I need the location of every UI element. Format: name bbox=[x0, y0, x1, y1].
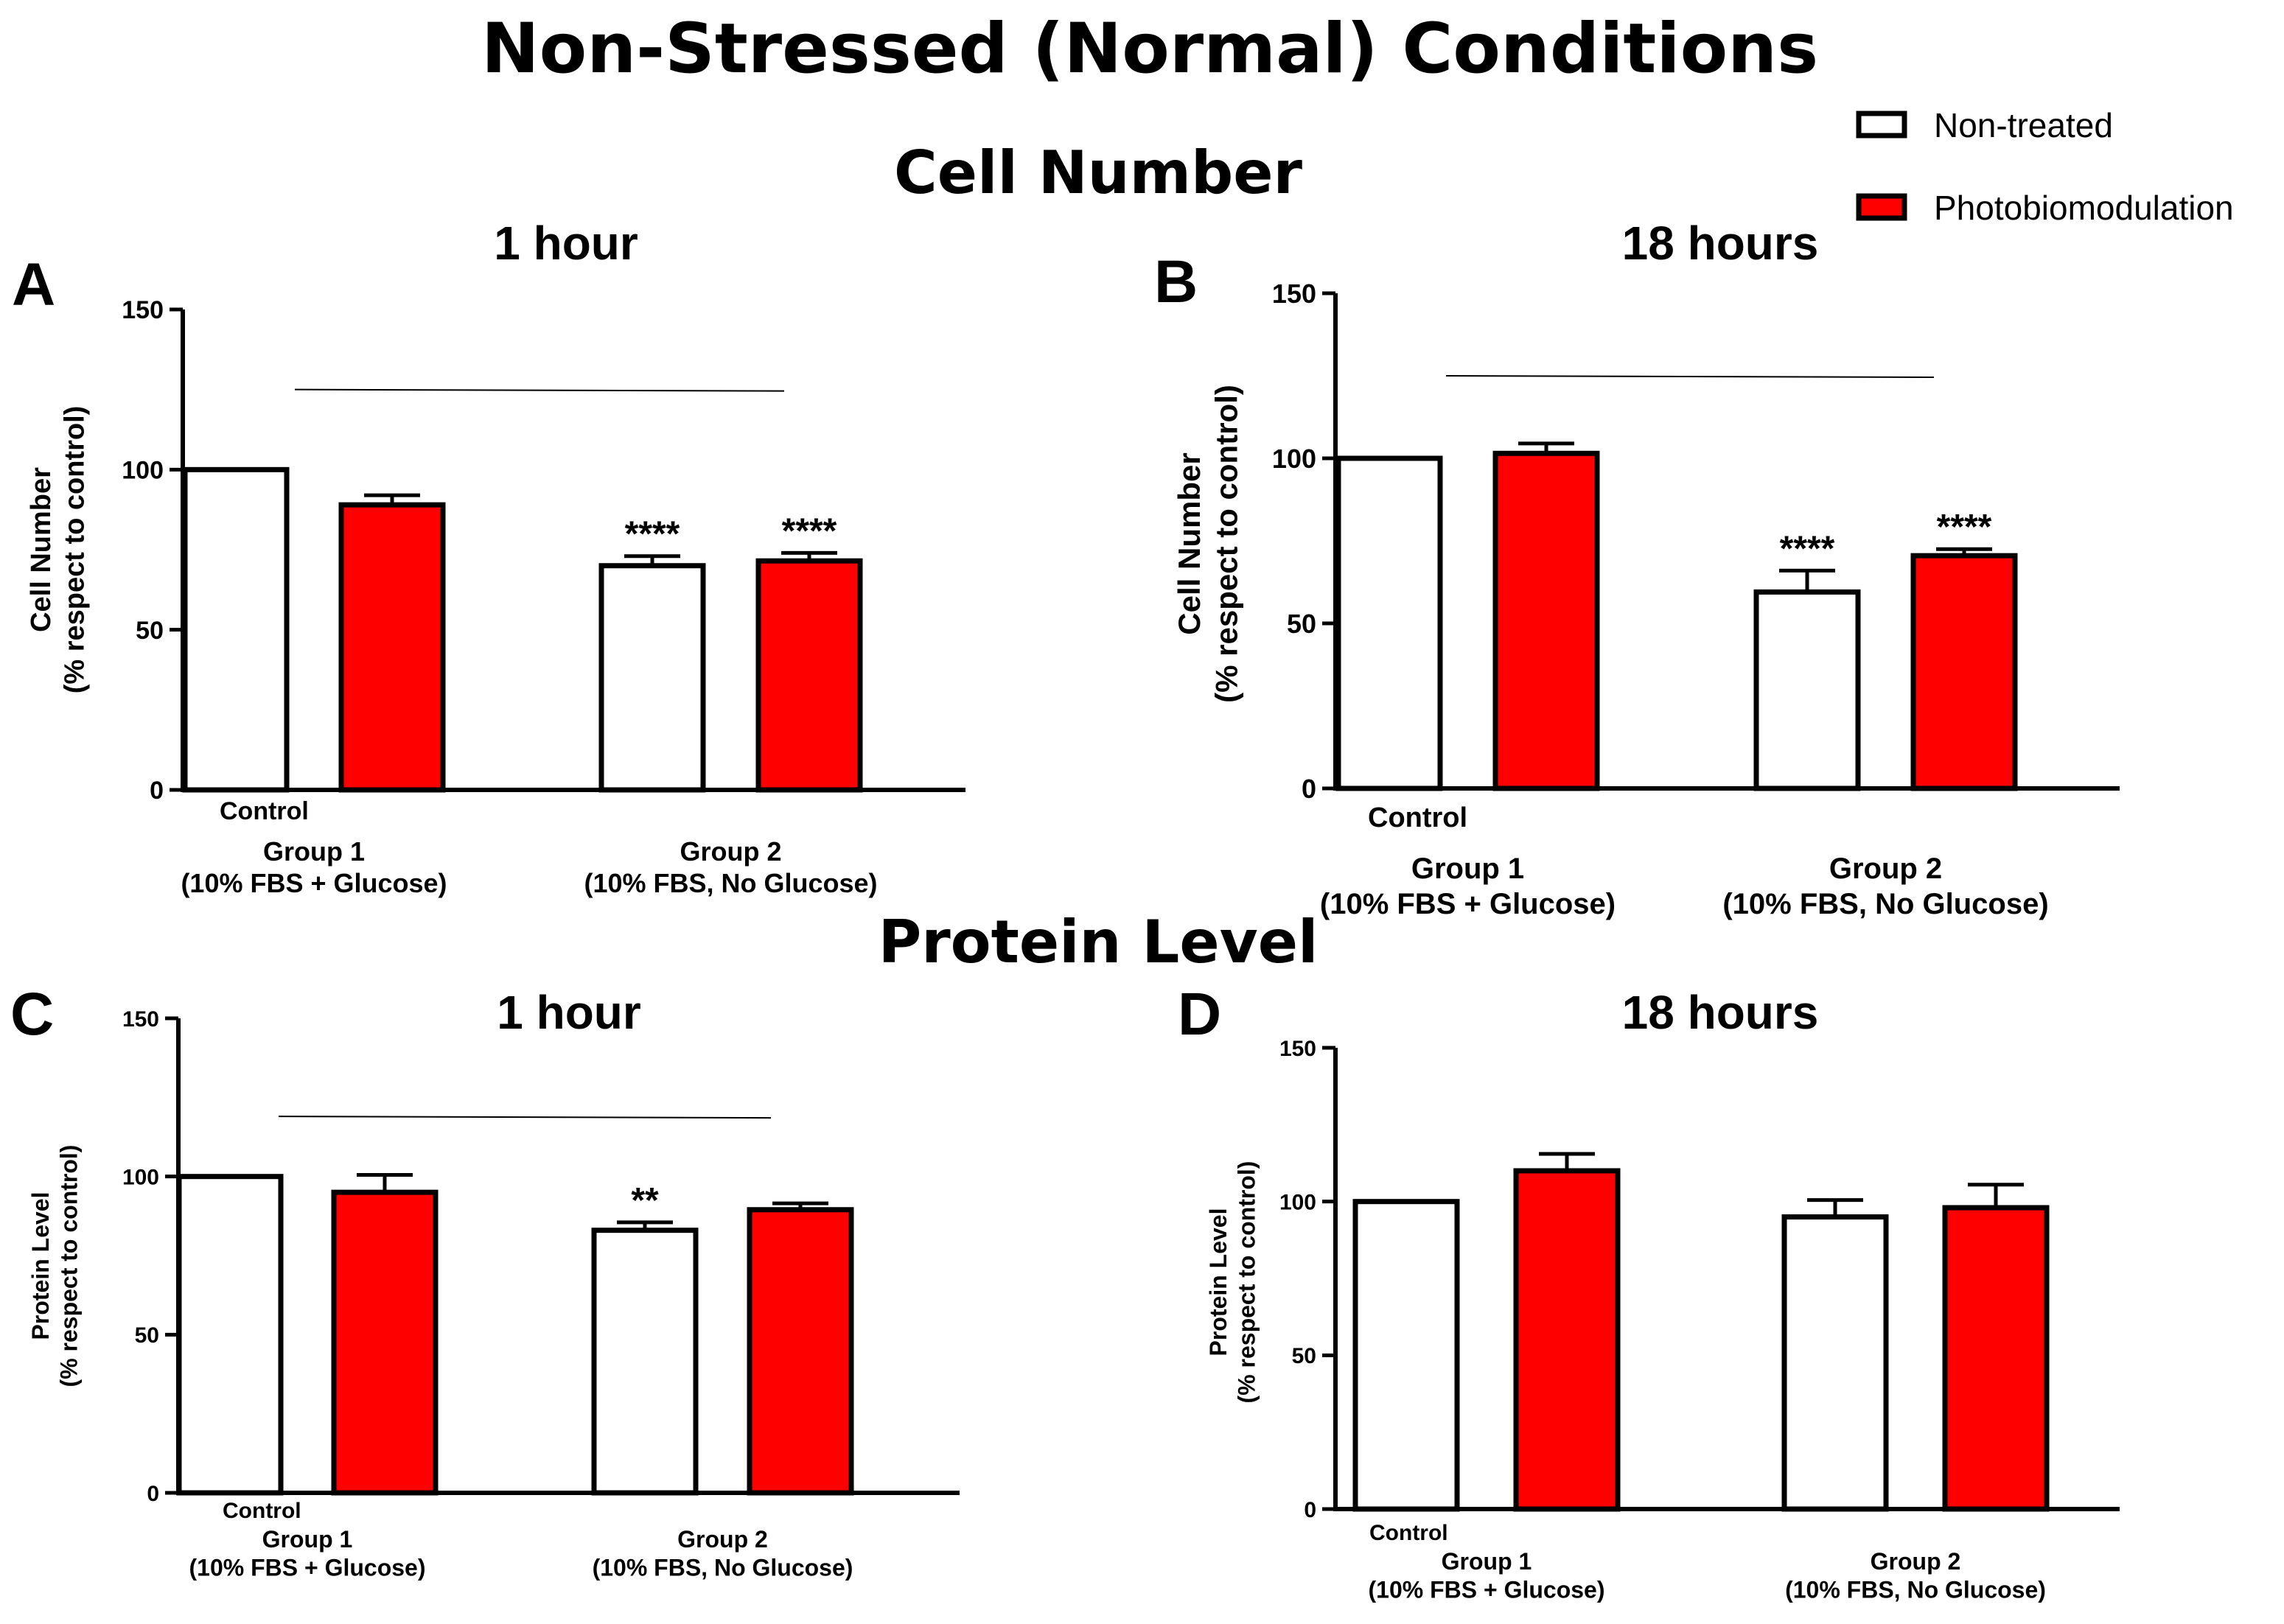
bar-photobiomodulation-group-1 bbox=[338, 502, 446, 793]
bar-photobiomodulation-group-1 bbox=[1513, 1168, 1621, 1512]
significance-label: ** bbox=[631, 1181, 659, 1220]
main-title: Non-Stressed (Normal) Conditions bbox=[481, 9, 1818, 89]
significance-label: **** bbox=[782, 511, 837, 550]
y-tick-label: 150 bbox=[122, 1007, 159, 1032]
significance-label: **** bbox=[625, 515, 680, 554]
group-label-2: Group 2 (10% FBS, No Glucose) bbox=[1722, 853, 2048, 920]
chart-panel-c: C 1 hour 0 50 100 150 Protein Level(% respect … bbox=[10, 981, 960, 1581]
panel-letter: B bbox=[1154, 248, 1198, 315]
y-axis-label: Protein Level(% respect to control) bbox=[27, 1145, 82, 1387]
bar-non-treated-group-2 bbox=[1753, 589, 1861, 791]
y-tick-label: 0 bbox=[147, 1482, 159, 1506]
bar-photobiomodulation-group-2 bbox=[1942, 1205, 2050, 1512]
y-axis-label: Cell Number(% respect to control) bbox=[26, 406, 91, 694]
bar-non-treated-group-1 bbox=[1335, 455, 1443, 791]
chart-panel-d: D 18 hours 0 50 100 150 Protein Level(% respec… bbox=[1178, 981, 2120, 1603]
group-label-1: Group 1 (10% FBS + Glucose) bbox=[1320, 853, 1616, 920]
y-tick-label: 50 bbox=[1287, 609, 1316, 639]
y-tick-label: 50 bbox=[1292, 1344, 1316, 1368]
chart-panel-a: A 1 hour 0 50 100 150 Cell Number(% respect to… bbox=[12, 217, 965, 898]
bar-photobiomodulation-group-2 bbox=[755, 558, 863, 793]
comparison-line bbox=[1445, 375, 1935, 378]
panel-letter: A bbox=[12, 251, 55, 318]
section-title-protein-level: Protein Level bbox=[879, 908, 1319, 976]
chart-panel-b: B 18 hours 0 50 100 150 Cell Number(% respect … bbox=[1154, 217, 2120, 920]
legend-swatch-non-treated bbox=[1856, 111, 1907, 139]
y-tick-label: 50 bbox=[136, 617, 164, 645]
control-label: Control bbox=[220, 797, 309, 825]
y-tick-label: 150 bbox=[1272, 279, 1316, 309]
panel-title: 18 hours bbox=[1622, 986, 1819, 1039]
y-tick-label: 150 bbox=[1279, 1037, 1316, 1061]
panel-title: 1 hour bbox=[494, 217, 638, 270]
group-label-2: Group 2 (10% FBS, No Glucose) bbox=[1785, 1548, 2046, 1603]
significance-label: **** bbox=[1780, 529, 1835, 568]
bar-photobiomodulation-group-1 bbox=[1492, 450, 1600, 791]
panel-letter: C bbox=[10, 981, 54, 1048]
y-axis-label: Protein Level(% respect to control) bbox=[1205, 1161, 1260, 1404]
legend-swatch-photobiomodulation bbox=[1856, 193, 1907, 221]
bar-non-treated-group-2 bbox=[1781, 1214, 1889, 1512]
legend-label-photobiomodulation: Photobiomodulation bbox=[1934, 189, 2234, 227]
y-tick-label: 100 bbox=[1272, 444, 1316, 474]
panel-letter: D bbox=[1178, 981, 1221, 1048]
group-label-2: Group 2 (10% FBS, No Glucose) bbox=[584, 836, 877, 898]
y-tick-label: 100 bbox=[122, 1165, 159, 1189]
y-tick-label: 0 bbox=[1304, 1498, 1316, 1522]
bar-photobiomodulation-group-2 bbox=[1910, 553, 2018, 791]
bar-non-treated-group-1 bbox=[182, 466, 290, 793]
group-label-2: Group 2 (10% FBS, No Glucose) bbox=[593, 1526, 853, 1581]
bar-non-treated-group-1 bbox=[176, 1174, 284, 1496]
y-tick-label: 0 bbox=[1302, 774, 1316, 804]
chart-panels: A 1 hour 0 50 100 150 Cell Number(% respect to… bbox=[10, 217, 2120, 1603]
bar-photobiomodulation-group-1 bbox=[331, 1189, 439, 1496]
y-axis-label: Cell Number(% respect to control) bbox=[1172, 385, 1243, 703]
panel-title: 18 hours bbox=[1622, 217, 1819, 270]
section-title-cell-number: Cell Number bbox=[894, 139, 1302, 207]
control-label: Control bbox=[1369, 1521, 1448, 1545]
comparison-line bbox=[294, 388, 785, 392]
bar-non-treated-group-2 bbox=[591, 1228, 699, 1496]
y-tick-label: 50 bbox=[135, 1323, 159, 1348]
group-label-1: Group 1 (10% FBS + Glucose) bbox=[181, 836, 447, 898]
legend: Non-treated Photobiomodulation bbox=[1856, 106, 2234, 227]
y-tick-label: 150 bbox=[122, 296, 164, 324]
group-label-1: Group 1 (10% FBS + Glucose) bbox=[1369, 1548, 1605, 1603]
comparison-line bbox=[278, 1116, 772, 1119]
control-label: Control bbox=[223, 1499, 301, 1523]
panel-title: 1 hour bbox=[497, 986, 641, 1039]
bar-non-treated-group-2 bbox=[598, 563, 706, 793]
y-tick-label: 0 bbox=[150, 777, 164, 805]
y-tick-label: 100 bbox=[122, 457, 164, 485]
legend-label-non-treated: Non-treated bbox=[1934, 106, 2113, 144]
group-label-1: Group 1 (10% FBS + Glucose) bbox=[189, 1526, 426, 1581]
significance-label: **** bbox=[1937, 508, 1992, 547]
y-tick-label: 100 bbox=[1279, 1190, 1316, 1214]
bar-non-treated-group-1 bbox=[1352, 1199, 1460, 1512]
bar-photobiomodulation-group-2 bbox=[747, 1207, 854, 1496]
control-label: Control bbox=[1368, 802, 1467, 833]
